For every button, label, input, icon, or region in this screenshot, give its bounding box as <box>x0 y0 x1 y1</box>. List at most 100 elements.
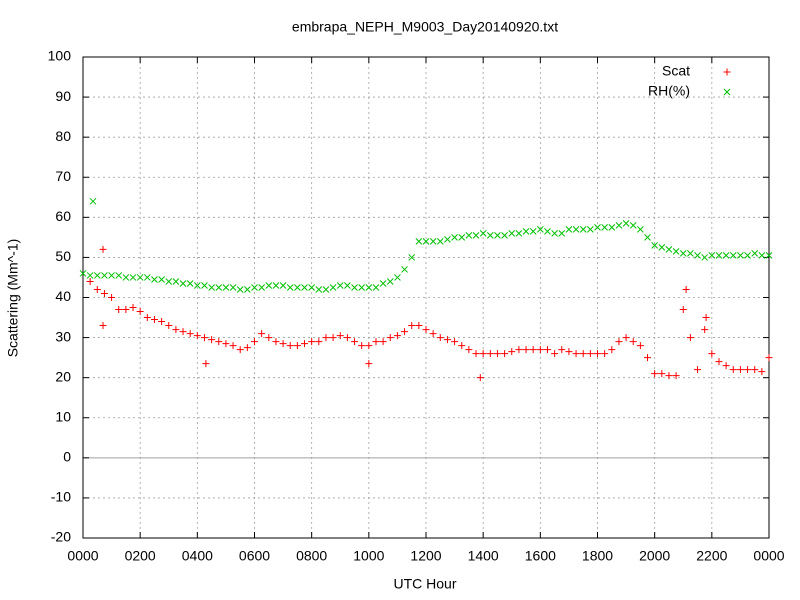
point <box>594 224 601 231</box>
point <box>708 252 716 259</box>
point <box>543 346 551 354</box>
point <box>529 346 537 354</box>
point <box>272 282 280 289</box>
point <box>122 274 130 281</box>
point <box>622 219 630 227</box>
point <box>165 322 173 330</box>
point <box>594 350 601 358</box>
point <box>722 362 730 370</box>
point <box>129 274 137 281</box>
point <box>586 350 594 358</box>
point <box>494 232 501 239</box>
point <box>365 284 373 291</box>
point <box>629 221 637 229</box>
point <box>372 284 380 291</box>
point <box>544 228 551 235</box>
x-axis-label: UTC Hour <box>393 576 456 592</box>
point <box>422 238 430 245</box>
point <box>682 285 690 293</box>
point <box>608 224 616 231</box>
point <box>658 244 666 251</box>
point <box>244 286 251 293</box>
point <box>508 230 516 237</box>
point <box>322 334 330 342</box>
point <box>136 308 144 316</box>
point <box>351 284 358 291</box>
point <box>458 342 466 350</box>
legend-label: RH(%) <box>648 83 690 99</box>
point <box>408 322 416 330</box>
point <box>501 350 509 358</box>
point <box>486 232 494 239</box>
point <box>179 328 187 336</box>
point <box>472 350 480 358</box>
point <box>572 350 580 358</box>
x-tick-label: 0200 <box>125 548 156 564</box>
point <box>536 346 544 354</box>
point <box>672 248 680 255</box>
point <box>215 338 223 346</box>
point <box>515 346 523 354</box>
point <box>343 334 351 342</box>
point <box>608 346 616 354</box>
point <box>415 238 423 245</box>
point <box>551 350 559 358</box>
point <box>365 360 373 368</box>
point <box>315 338 323 346</box>
point <box>679 250 687 257</box>
point <box>522 346 530 354</box>
point <box>702 314 710 322</box>
point <box>265 282 273 289</box>
point <box>315 286 323 293</box>
point <box>122 306 130 314</box>
point <box>479 350 487 358</box>
point <box>151 276 158 283</box>
point <box>451 338 459 346</box>
point <box>86 272 94 279</box>
point <box>601 224 608 231</box>
point <box>358 284 366 291</box>
point <box>172 326 180 334</box>
point <box>679 306 687 314</box>
point <box>729 366 737 374</box>
point <box>636 342 644 350</box>
point <box>108 272 115 279</box>
point <box>701 254 709 261</box>
point <box>158 276 165 283</box>
point <box>393 332 401 340</box>
point <box>89 197 97 205</box>
point <box>201 282 208 289</box>
point <box>172 278 180 285</box>
point <box>665 246 673 253</box>
point <box>308 284 316 291</box>
point <box>108 294 116 301</box>
point <box>565 348 573 356</box>
point <box>515 230 523 237</box>
point <box>536 226 544 233</box>
point <box>444 236 451 243</box>
point <box>379 280 387 287</box>
y-tick-label: 70 <box>55 168 71 184</box>
point <box>558 230 566 237</box>
x-tick-label: 1400 <box>468 548 499 564</box>
point <box>436 334 444 342</box>
point <box>336 282 344 289</box>
point <box>193 282 201 289</box>
point <box>579 350 587 358</box>
point <box>501 232 508 239</box>
point <box>737 252 744 259</box>
point <box>329 334 337 342</box>
point <box>208 284 215 291</box>
point <box>551 230 558 237</box>
point <box>486 350 494 358</box>
point <box>386 334 394 342</box>
y-tick-label: -20 <box>51 529 71 545</box>
y-tick-label: 0 <box>63 449 71 465</box>
point <box>229 342 237 350</box>
point <box>294 284 301 291</box>
y-axis-label: Scattering (Mm^-1) <box>5 239 21 358</box>
point <box>508 348 516 356</box>
point <box>308 338 316 346</box>
point <box>86 277 94 285</box>
